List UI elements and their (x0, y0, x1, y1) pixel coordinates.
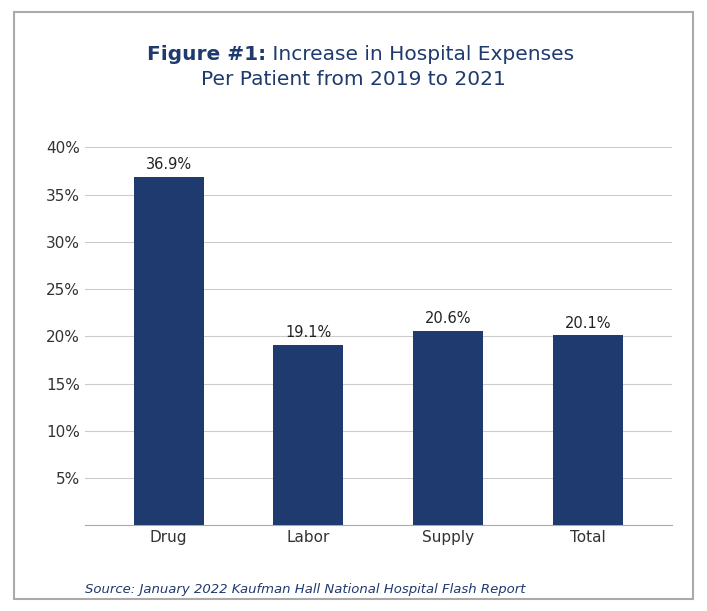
Text: 20.1%: 20.1% (565, 316, 611, 331)
Text: Per Patient from 2019 to 2021: Per Patient from 2019 to 2021 (201, 70, 506, 89)
Text: 19.1%: 19.1% (285, 325, 332, 340)
Text: Source: January 2022 Kaufman Hall National Hospital Flash Report: Source: January 2022 Kaufman Hall Nation… (85, 583, 525, 596)
Bar (134, 177, 204, 525)
Text: 36.9%: 36.9% (146, 157, 192, 172)
Bar (413, 331, 483, 525)
Text: Increase in Hospital Expenses: Increase in Hospital Expenses (267, 45, 574, 64)
Text: Figure #1:: Figure #1: (147, 45, 267, 64)
Text: 20.6%: 20.6% (425, 311, 472, 326)
Bar (553, 335, 623, 525)
Bar (274, 345, 344, 525)
